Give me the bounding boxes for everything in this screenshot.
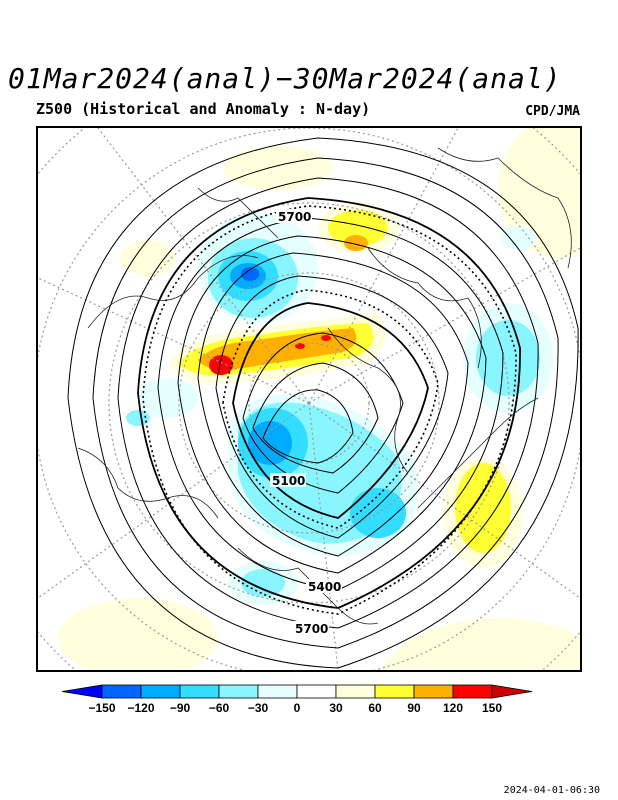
contour-label: 5700	[295, 622, 328, 636]
colorbar-tick-label: 30	[329, 701, 343, 715]
colorbar-tick-label: 120	[443, 701, 463, 715]
colorbar-tick-label: −150	[88, 701, 115, 715]
colorbar-tick-label: 0	[294, 701, 301, 715]
polar-map: 5700 5100 5400 5700	[36, 126, 582, 672]
anomaly-colorbar: −150 −120 −90 −60 −30 0 30 60 90 120 150	[61, 684, 533, 715]
colorbar-segment	[140, 684, 181, 699]
colorbar-segment	[374, 684, 415, 699]
colorbar-segment	[179, 684, 220, 699]
map-subtitle: Z500 (Historical and Anomaly : N-day)	[36, 100, 371, 118]
colorbar-tick-label: 60	[368, 701, 382, 715]
colorbar-tick-label: 150	[482, 701, 502, 715]
agency-label: CPD/JMA	[525, 104, 580, 119]
colorbar-segment	[413, 684, 454, 699]
colorbar-segment	[335, 684, 376, 699]
contour-label: 5700	[278, 210, 311, 224]
colorbar-tick-label: −30	[248, 701, 269, 715]
colorbar-tick-label: 90	[407, 701, 421, 715]
colorbar-segment	[257, 684, 298, 699]
anomaly-shading	[58, 128, 580, 670]
colorbar-tick-label: −120	[127, 701, 154, 715]
timestamp: 2024-04-01-06:30	[503, 785, 600, 796]
colorbar-tick-label: −90	[170, 701, 191, 715]
colorbar-upper-arrow	[491, 684, 533, 699]
map-canvas: 5700 5100 5400 5700	[38, 128, 580, 670]
colorbar-segment	[296, 684, 337, 699]
climatology-contours	[142, 205, 517, 615]
contour-label: 5400	[308, 580, 341, 594]
contour-labels: 5700 5100 5400 5700	[270, 209, 342, 636]
map-title: 01Mar2024(anal)−30Mar2024(anal)	[8, 62, 562, 95]
colorbar-segment	[218, 684, 259, 699]
colorbar-segment	[101, 684, 142, 699]
contour-label: 5100	[272, 474, 305, 488]
colorbar-tick-label: −60	[209, 701, 230, 715]
coastlines	[77, 147, 572, 625]
colorbar-segment	[452, 684, 493, 699]
colorbar-lower-arrow	[61, 684, 103, 699]
